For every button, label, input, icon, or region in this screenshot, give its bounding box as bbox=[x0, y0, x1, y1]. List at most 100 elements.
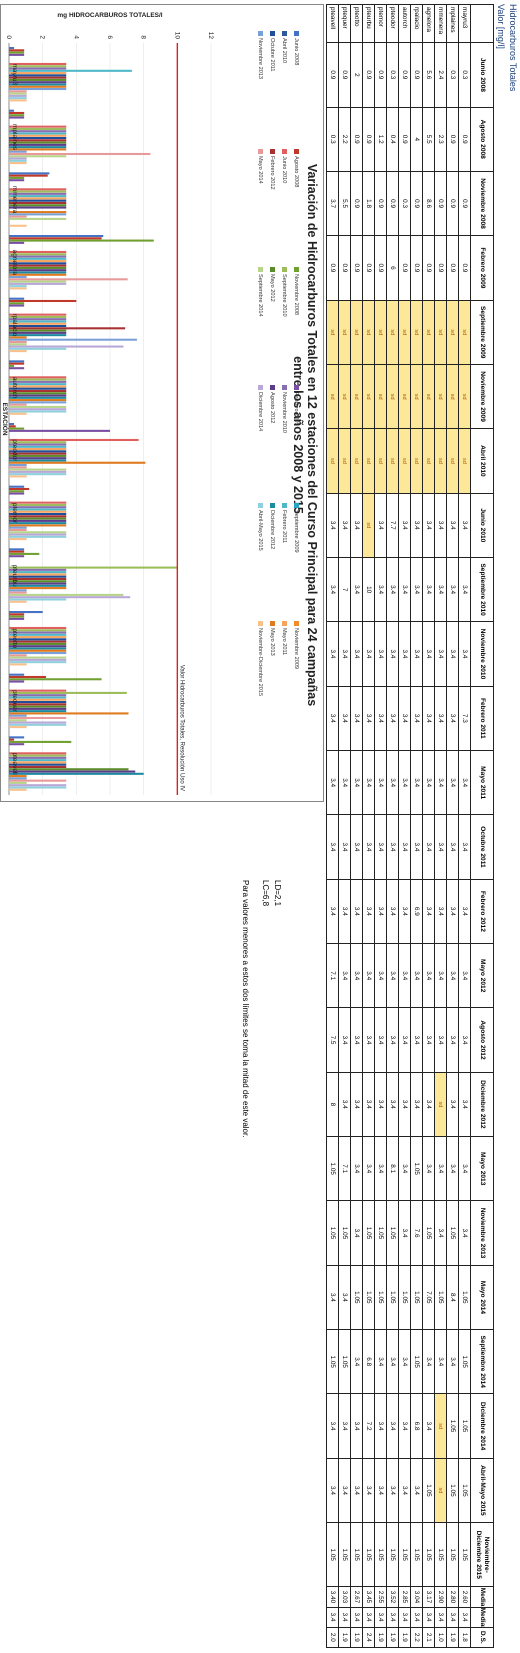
bar bbox=[9, 69, 132, 72]
value-cell: sd bbox=[350, 300, 363, 365]
value-cell: 3.4 bbox=[338, 943, 351, 1008]
value-cell: 8.1 bbox=[386, 1136, 399, 1201]
column-header: Diciembre 2012 bbox=[470, 1072, 494, 1137]
value-cell: 3.4 bbox=[362, 814, 375, 880]
bar bbox=[9, 195, 67, 198]
value-cell: 3.4 bbox=[458, 621, 471, 687]
value-cell: 3.4 bbox=[326, 750, 339, 815]
station-name-cell: autorch bbox=[398, 4, 411, 43]
value-cell: 3.4 bbox=[350, 1607, 363, 1628]
value-cell: 3.4 bbox=[398, 493, 411, 558]
bar bbox=[9, 425, 16, 428]
value-cell: 3.4 bbox=[410, 1007, 423, 1073]
value-cell: 1.05 bbox=[386, 1265, 399, 1330]
value-cell: 3.4 bbox=[326, 1607, 339, 1628]
station-name-cell: ptemor bbox=[374, 4, 387, 43]
value-cell: 3.4 bbox=[422, 1072, 435, 1137]
bar bbox=[8, 492, 25, 495]
bar bbox=[9, 143, 67, 146]
value-cell: 3.4 bbox=[374, 1136, 387, 1201]
bar bbox=[9, 217, 67, 220]
bar bbox=[8, 172, 50, 175]
y-tick-label: 10 bbox=[173, 32, 180, 40]
bar bbox=[9, 661, 67, 664]
table-body: mayru3 0.3 0.9 0.9 0.9 sd sd sd 3.4 3.4 3.4 7.3 3.4 3… bbox=[326, 4, 471, 1648]
x-tick-label: pteurbu bbox=[11, 565, 18, 587]
value-cell: 3.4 bbox=[422, 750, 435, 815]
value-cell: 3.4 bbox=[326, 1393, 339, 1459]
value-cell: 3.4 bbox=[422, 621, 435, 687]
value-cell: 3.4 bbox=[410, 1072, 423, 1137]
bar bbox=[9, 701, 67, 704]
bar bbox=[9, 575, 67, 578]
column-header: Noviembre 2009 bbox=[470, 364, 494, 429]
value-cell: 3.4 bbox=[386, 1329, 399, 1394]
bar bbox=[8, 490, 25, 493]
bar bbox=[9, 636, 67, 639]
bar bbox=[8, 617, 25, 620]
bar bbox=[8, 94, 27, 97]
bar bbox=[9, 134, 67, 137]
bar bbox=[8, 611, 43, 614]
value-cell: 3.04 bbox=[410, 1586, 423, 1608]
bar bbox=[9, 761, 67, 764]
value-cell: 3.4 bbox=[398, 814, 411, 880]
bar bbox=[8, 53, 25, 56]
bar bbox=[9, 522, 67, 525]
value-cell: 3.52 bbox=[386, 1586, 399, 1608]
column-header: Mayo 2012 bbox=[470, 943, 494, 1008]
value-cell: 3.4 bbox=[458, 493, 471, 558]
bar bbox=[9, 280, 67, 283]
bar bbox=[8, 51, 25, 54]
bar bbox=[8, 235, 104, 238]
value-cell: 3.4 bbox=[386, 686, 399, 751]
value-cell: sd bbox=[434, 1458, 447, 1523]
bar bbox=[9, 132, 67, 135]
value-cell: 3.4 bbox=[386, 621, 399, 687]
bar bbox=[8, 548, 25, 551]
bar bbox=[9, 410, 67, 413]
bar bbox=[9, 577, 67, 581]
x-tick-label: ptemor bbox=[11, 503, 18, 524]
value-cell: 0.9 bbox=[374, 235, 387, 301]
value-cell: 3.4 bbox=[374, 557, 387, 622]
table-row: pteavell 0.9 0.3 3.7 0.9 sd sd sd 3.4 3.4 3.4 3.4 3.… bbox=[326, 4, 339, 1648]
bar bbox=[9, 394, 67, 397]
value-cell: 3.4 bbox=[434, 493, 447, 558]
value-cell: 1.05 bbox=[398, 1265, 411, 1330]
bar bbox=[9, 318, 67, 321]
value-cell: 1.05 bbox=[374, 1200, 387, 1266]
value-cell: 0.9 bbox=[446, 107, 459, 172]
bar bbox=[9, 137, 67, 140]
bar bbox=[9, 405, 67, 408]
column-header: Mayo 2013 bbox=[470, 1136, 494, 1201]
value-cell: 3.4 bbox=[362, 1458, 375, 1523]
bar bbox=[9, 378, 67, 381]
y-tick-label: 8 bbox=[140, 35, 147, 39]
value-cell: 1.9 bbox=[398, 1627, 411, 1648]
bar bbox=[9, 204, 67, 207]
value-cell: 1.05 bbox=[386, 1200, 399, 1266]
bar bbox=[9, 441, 67, 444]
value-cell: 3.4 bbox=[326, 879, 339, 944]
bar bbox=[9, 76, 67, 79]
value-cell: 1.05 bbox=[362, 1200, 375, 1266]
value-cell: 3.4 bbox=[386, 1393, 399, 1459]
value-cell: 2.2 bbox=[410, 1627, 423, 1648]
value-cell: 3.4 bbox=[326, 1265, 339, 1330]
bar bbox=[8, 99, 27, 102]
bar bbox=[8, 555, 25, 558]
bar bbox=[9, 459, 67, 462]
value-cell: 3.4 bbox=[350, 493, 363, 558]
value-cell: 3.4 bbox=[434, 1329, 447, 1394]
value-cell: 3.4 bbox=[434, 1136, 447, 1201]
value-cell: sd bbox=[350, 364, 363, 429]
bar bbox=[9, 313, 67, 316]
value-cell: 0.9 bbox=[398, 107, 411, 172]
bar bbox=[8, 90, 27, 93]
bar bbox=[9, 399, 67, 402]
bar bbox=[8, 768, 129, 771]
value-cell: 3.4 bbox=[374, 1607, 387, 1628]
bar bbox=[8, 675, 47, 679]
value-cell: 3.4 bbox=[374, 750, 387, 815]
